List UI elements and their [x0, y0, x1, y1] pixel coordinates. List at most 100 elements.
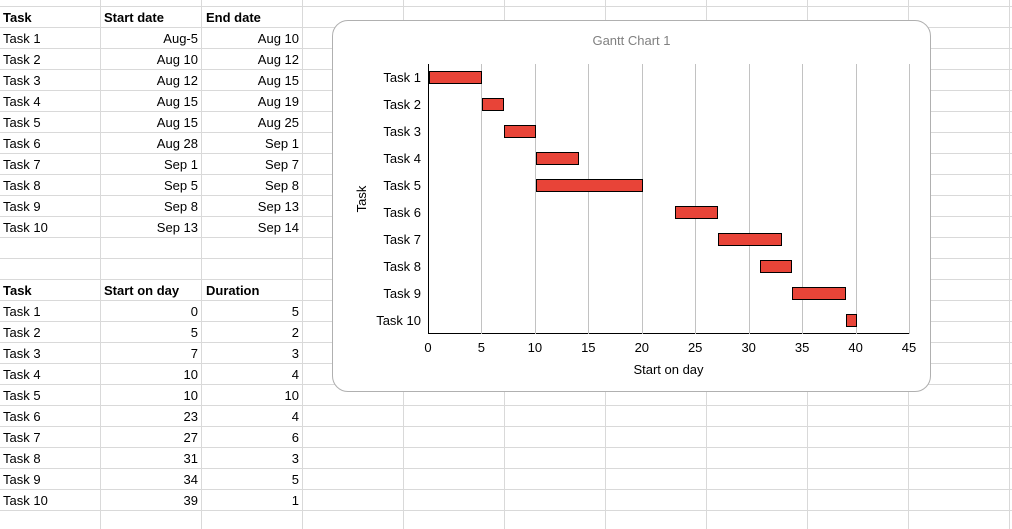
header-cell[interactable]: Duration — [206, 283, 260, 298]
y-tick-label: Task 5 — [383, 178, 421, 193]
cell[interactable]: 39 — [183, 493, 198, 508]
x-tick-label: 5 — [477, 340, 485, 355]
gantt-bar — [482, 98, 504, 111]
cell[interactable]: Task 8 — [3, 178, 41, 193]
cell[interactable]: Task 7 — [3, 430, 41, 445]
table-row: Task 1 Aug-5 Aug 10 — [0, 28, 305, 49]
cell[interactable]: Task 1 — [3, 31, 41, 46]
chart-gridline — [855, 64, 857, 334]
table-row: Task 10 39 1 — [0, 490, 305, 511]
cell[interactable]: Sep 14 — [257, 220, 299, 235]
gantt-chart[interactable]: Gantt Chart 1 Task Task 1 Task 2 Task 3 Tas… — [332, 20, 931, 392]
cell[interactable]: 27 — [183, 430, 198, 445]
x-tick-label: 0 — [424, 340, 432, 355]
cell[interactable]: 7 — [190, 346, 198, 361]
cell[interactable]: Sep 8 — [265, 178, 299, 193]
header-cell[interactable]: Task — [3, 10, 32, 25]
cell[interactable]: 2 — [291, 325, 299, 340]
cell[interactable]: 5 — [190, 325, 198, 340]
header-cell[interactable]: Start date — [104, 10, 164, 25]
cell[interactable]: Aug 10 — [156, 52, 198, 67]
chart-gridline — [802, 64, 804, 334]
cell[interactable]: Task 9 — [3, 472, 41, 487]
cell[interactable]: Task 1 — [3, 304, 41, 319]
cell[interactable]: 4 — [291, 409, 299, 424]
cell[interactable]: Task 3 — [3, 73, 41, 88]
cell[interactable]: Task 7 — [3, 157, 41, 172]
cell[interactable]: Task 4 — [3, 94, 41, 109]
chart-gridline — [588, 64, 590, 334]
chart-gridline — [481, 64, 483, 334]
cell[interactable]: 3 — [291, 346, 299, 361]
cell[interactable]: 3 — [291, 451, 299, 466]
gantt-bar — [503, 125, 536, 138]
cell[interactable]: Sep 8 — [164, 199, 198, 214]
cell[interactable]: Task 2 — [3, 325, 41, 340]
cell[interactable]: 5 — [291, 472, 299, 487]
table-row: Task 3 Aug 12 Aug 15 — [0, 70, 305, 91]
chart-title: Gantt Chart 1 — [592, 33, 671, 48]
cell[interactable]: Aug 15 — [156, 94, 198, 109]
cell[interactable]: Task 10 — [3, 220, 48, 235]
x-tick-label: 40 — [848, 340, 863, 355]
cell[interactable]: 10 — [183, 367, 198, 382]
y-tick-label: Task 6 — [383, 205, 421, 220]
cell[interactable]: Task 9 — [3, 199, 41, 214]
y-tick-label: Task 7 — [383, 232, 421, 247]
cell[interactable]: Aug-5 — [163, 31, 198, 46]
cell[interactable]: Task 10 — [3, 493, 48, 508]
table-row: Task 3 7 3 — [0, 343, 305, 364]
cell[interactable]: Task 6 — [3, 409, 41, 424]
cell[interactable]: Task 6 — [3, 136, 41, 151]
chart-gridline — [695, 64, 697, 334]
cell[interactable]: Task 3 — [3, 346, 41, 361]
cell[interactable]: 23 — [183, 409, 198, 424]
cell[interactable]: Aug 10 — [257, 31, 299, 46]
cell[interactable]: Sep 13 — [257, 199, 299, 214]
cell[interactable]: Task 5 — [3, 115, 41, 130]
cell[interactable]: Task 5 — [3, 388, 41, 403]
table-row: Task 5 Aug 15 Aug 25 — [0, 112, 305, 133]
chart-gridline — [534, 64, 536, 334]
cell[interactable]: 31 — [183, 451, 198, 466]
cell[interactable]: Sep 5 — [164, 178, 198, 193]
cell[interactable]: Aug 12 — [156, 73, 198, 88]
chart-gridline — [641, 64, 643, 334]
cell[interactable]: Aug 19 — [257, 94, 299, 109]
cell[interactable]: 34 — [183, 472, 198, 487]
cell[interactable]: Sep 1 — [164, 157, 198, 172]
gantt-bar — [674, 206, 718, 219]
y-tick-label: Task 1 — [383, 70, 421, 85]
cell[interactable]: 4 — [291, 367, 299, 382]
cell[interactable]: Sep 13 — [156, 220, 198, 235]
table-header-row: Task Start date End date — [0, 7, 305, 28]
header-cell[interactable]: End date — [206, 10, 261, 25]
table-header-row: Task Start on day Duration — [0, 280, 305, 301]
cell[interactable]: Sep 1 — [265, 136, 299, 151]
y-tick-label: Task 4 — [383, 151, 421, 166]
cell[interactable]: 6 — [291, 430, 299, 445]
cell[interactable]: 1 — [291, 493, 299, 508]
cell[interactable]: Task 8 — [3, 451, 41, 466]
gantt-bar — [535, 179, 643, 192]
cell[interactable]: 10 — [183, 388, 198, 403]
cell[interactable]: Aug 28 — [156, 136, 198, 151]
chart-gridline — [909, 64, 910, 334]
cell[interactable]: Aug 15 — [257, 73, 299, 88]
cell[interactable]: Task 4 — [3, 367, 41, 382]
table-row: Task 6 23 4 — [0, 406, 305, 427]
cell[interactable]: Aug 15 — [156, 115, 198, 130]
header-cell[interactable]: Start on day — [104, 283, 180, 298]
cell[interactable]: 5 — [291, 304, 299, 319]
header-cell[interactable]: Task — [3, 283, 32, 298]
cell[interactable]: Aug 12 — [257, 52, 299, 67]
table-row: Task 9 34 5 — [0, 469, 305, 490]
cell[interactable]: 10 — [284, 388, 299, 403]
cell[interactable]: 0 — [190, 304, 198, 319]
cell[interactable]: Aug 25 — [257, 115, 299, 130]
table-row: Task 8 31 3 — [0, 448, 305, 469]
cell[interactable]: Sep 7 — [265, 157, 299, 172]
table-row: Task 9 Sep 8 Sep 13 — [0, 196, 305, 217]
cell[interactable]: Task 2 — [3, 52, 41, 67]
